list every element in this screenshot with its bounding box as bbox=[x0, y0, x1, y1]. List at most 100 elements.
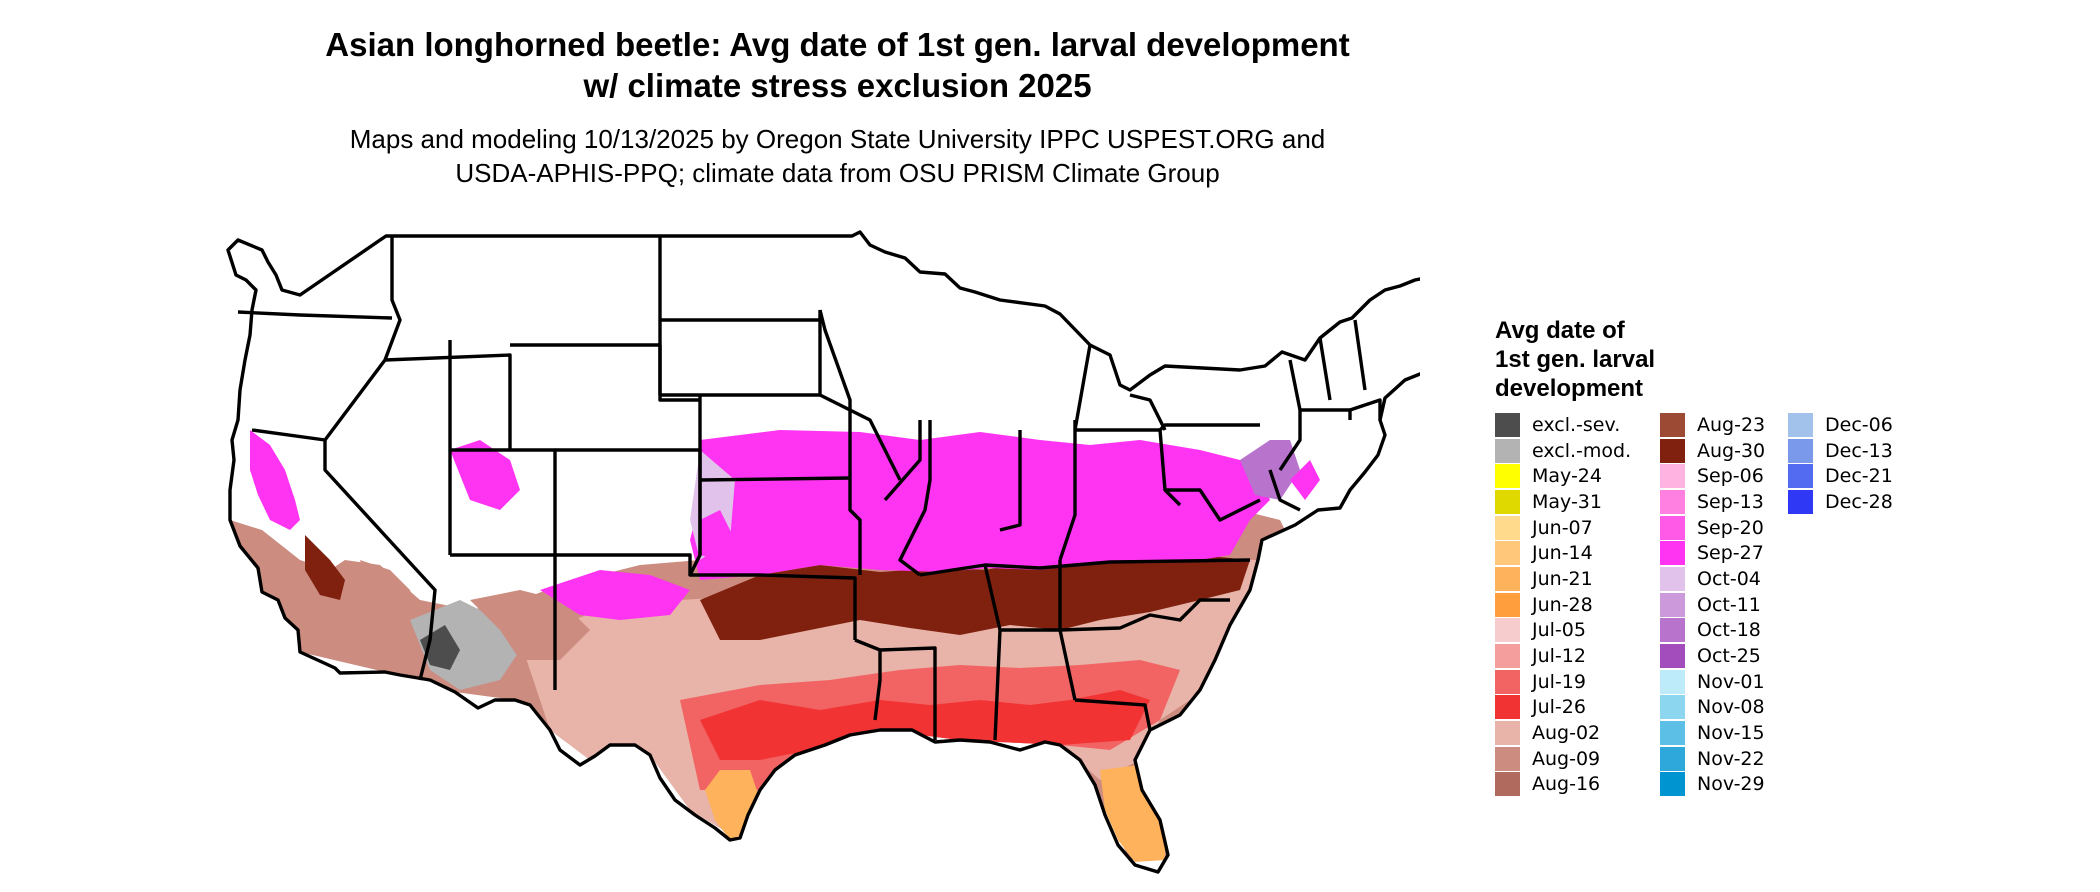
legend-label: Aug-30 bbox=[1697, 439, 1766, 462]
legend-swatch bbox=[1788, 489, 1813, 514]
legend-swatch bbox=[1495, 746, 1520, 771]
legend-swatch bbox=[1495, 592, 1520, 617]
legend-label: Oct-11 bbox=[1697, 593, 1761, 616]
legend-label: May-24 bbox=[1532, 465, 1602, 488]
legend-item: Dec-28 bbox=[1788, 489, 1893, 515]
legend-label: Jun-21 bbox=[1532, 567, 1593, 590]
legend-swatch bbox=[1788, 438, 1813, 463]
legend-item: Aug-23 bbox=[1660, 412, 1765, 438]
legend-item: May-31 bbox=[1495, 489, 1631, 515]
legend-swatch bbox=[1495, 644, 1520, 669]
legend-item: Oct-04 bbox=[1660, 566, 1765, 592]
legend-label: Sep-27 bbox=[1697, 542, 1764, 565]
legend-swatch bbox=[1660, 772, 1685, 797]
legend-label: Jun-07 bbox=[1532, 516, 1593, 539]
legend-item: Aug-16 bbox=[1495, 772, 1631, 798]
legend-swatch bbox=[1660, 746, 1685, 771]
legend-label: Jul-19 bbox=[1532, 670, 1586, 693]
legend-label: Nov-15 bbox=[1697, 722, 1765, 745]
legend-column-2: Aug-23 Aug-30 Sep-06 Sep-13 Sep-20 Sep-27 Oct-… bbox=[1660, 412, 1765, 797]
map-title: Asian longhorned beetle: Avg date of 1st… bbox=[0, 24, 1675, 106]
legend-label: Jul-05 bbox=[1532, 619, 1586, 642]
legend-swatch bbox=[1495, 515, 1520, 540]
map-title-line1: Asian longhorned beetle: Avg date of 1st… bbox=[325, 26, 1350, 63]
legend-swatch bbox=[1660, 721, 1685, 746]
legend-label: Jul-12 bbox=[1532, 645, 1586, 668]
legend-item: Jul-26 bbox=[1495, 695, 1631, 721]
legend-swatch bbox=[1788, 464, 1813, 489]
legend-label: Dec-06 bbox=[1825, 413, 1893, 436]
legend-swatch bbox=[1660, 412, 1685, 437]
legend-label: Dec-13 bbox=[1825, 439, 1893, 462]
legend-item: Dec-21 bbox=[1788, 463, 1893, 489]
legend-label: May-31 bbox=[1532, 490, 1602, 513]
legend-swatch bbox=[1495, 695, 1520, 720]
legend-swatch bbox=[1495, 566, 1520, 591]
legend-swatch bbox=[1660, 541, 1685, 566]
map-subtitle-line2: USDA-APHIS-PPQ; climate data from OSU PR… bbox=[455, 158, 1220, 188]
map-title-line2: w/ climate stress exclusion 2025 bbox=[583, 67, 1092, 104]
legend-item: Jul-05 bbox=[1495, 618, 1631, 644]
legend-item: Aug-30 bbox=[1660, 438, 1765, 464]
legend-item: Jun-14 bbox=[1495, 540, 1631, 566]
legend-item: Jun-07 bbox=[1495, 515, 1631, 541]
legend-label: Jul-26 bbox=[1532, 696, 1586, 719]
legend-title: Avg date of 1st gen. larval development bbox=[1495, 316, 1655, 403]
legend-item: Jun-21 bbox=[1495, 566, 1631, 592]
legend-label: Sep-20 bbox=[1697, 516, 1764, 539]
legend-item: Nov-08 bbox=[1660, 695, 1765, 721]
legend-label: Nov-08 bbox=[1697, 696, 1765, 719]
legend-item: Oct-25 bbox=[1660, 643, 1765, 669]
legend-item: Jul-19 bbox=[1495, 669, 1631, 695]
legend-item: Nov-01 bbox=[1660, 669, 1765, 695]
legend-swatch bbox=[1495, 618, 1520, 643]
legend-label: Aug-16 bbox=[1532, 773, 1601, 796]
legend-title-line3: development bbox=[1495, 375, 1644, 402]
legend-item: excl.-mod. bbox=[1495, 438, 1631, 464]
legend-label: Sep-13 bbox=[1697, 490, 1764, 513]
legend-item: Jul-12 bbox=[1495, 643, 1631, 669]
legend-item: Aug-02 bbox=[1495, 720, 1631, 746]
legend-label: Nov-22 bbox=[1697, 747, 1765, 770]
legend-swatch bbox=[1660, 515, 1685, 540]
legend-label: Nov-29 bbox=[1697, 773, 1765, 796]
legend-label: Aug-09 bbox=[1532, 747, 1601, 770]
legend-label: Jun-28 bbox=[1532, 593, 1593, 616]
legend-label: Dec-28 bbox=[1825, 490, 1893, 513]
map-subtitle-line1: Maps and modeling 10/13/2025 by Oregon S… bbox=[349, 124, 1326, 154]
legend-item: Sep-20 bbox=[1660, 515, 1765, 541]
legend-label: excl.-sev. bbox=[1532, 413, 1621, 436]
legend-label: excl.-mod. bbox=[1532, 439, 1632, 462]
legend-item: Sep-27 bbox=[1660, 540, 1765, 566]
legend-item: Oct-18 bbox=[1660, 618, 1765, 644]
legend-item: Nov-29 bbox=[1660, 772, 1765, 798]
legend-swatch bbox=[1495, 464, 1520, 489]
legend-swatch bbox=[1660, 669, 1685, 694]
legend-item: Nov-22 bbox=[1660, 746, 1765, 772]
legend-title-line1: Avg date of bbox=[1495, 317, 1625, 344]
legend-item: Nov-15 bbox=[1660, 720, 1765, 746]
legend-label: Jun-14 bbox=[1532, 542, 1593, 565]
legend-item: Sep-06 bbox=[1660, 463, 1765, 489]
legend-swatch bbox=[1495, 438, 1520, 463]
legend-swatch bbox=[1660, 464, 1685, 489]
legend-swatch bbox=[1660, 592, 1685, 617]
legend-label: Nov-01 bbox=[1697, 670, 1765, 693]
legend-column-3: Dec-06 Dec-13 Dec-21 Dec-28 bbox=[1788, 412, 1893, 515]
legend-swatch bbox=[1660, 644, 1685, 669]
legend-swatch bbox=[1495, 489, 1520, 514]
legend-swatch bbox=[1660, 566, 1685, 591]
legend-item: excl.-sev. bbox=[1495, 412, 1631, 438]
legend-label: Oct-04 bbox=[1697, 567, 1761, 590]
legend-label: Aug-02 bbox=[1532, 722, 1601, 745]
legend-item: Jun-28 bbox=[1495, 592, 1631, 618]
legend-label: Oct-18 bbox=[1697, 619, 1761, 642]
legend-swatch bbox=[1660, 438, 1685, 463]
legend-label: Dec-21 bbox=[1825, 465, 1893, 488]
state-borders bbox=[226, 230, 1420, 874]
legend-label: Sep-06 bbox=[1697, 465, 1764, 488]
us-map bbox=[226, 230, 1420, 874]
legend-item: Sep-13 bbox=[1660, 489, 1765, 515]
legend-item: Aug-09 bbox=[1495, 746, 1631, 772]
legend-label: Oct-25 bbox=[1697, 645, 1761, 668]
